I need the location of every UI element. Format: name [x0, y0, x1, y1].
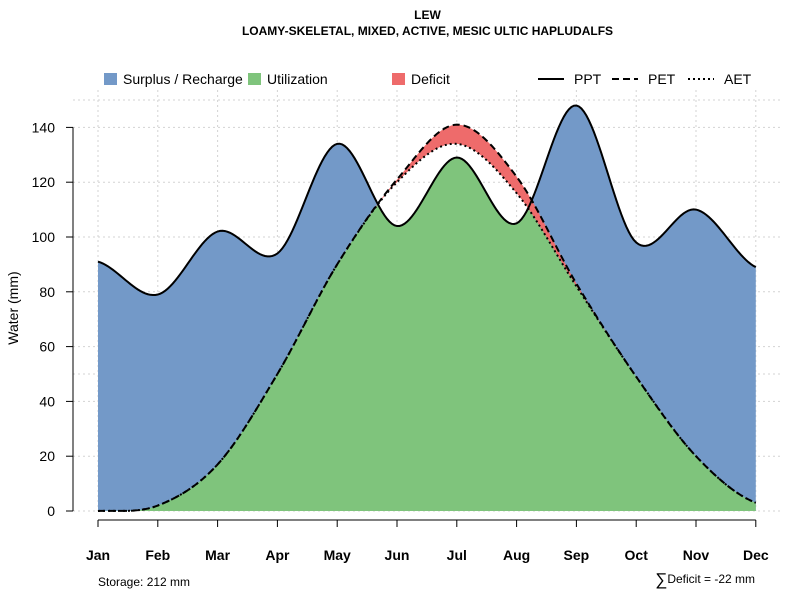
legend-label-aet: AET: [724, 71, 752, 87]
x-tick-label: Jul: [447, 547, 467, 563]
legend-label-surplus: Surplus / Recharge: [123, 71, 243, 87]
legend-swatch-surplus: [104, 73, 117, 85]
y-tick-label: 60: [39, 339, 55, 355]
x-tick-label: Jun: [385, 547, 410, 563]
y-axis-label: Water (mm): [5, 271, 21, 345]
chart-axes: 0 20 40 60 80 100 120 140 Jan Feb Mar Apr May Jun Jul A…: [32, 119, 769, 563]
chart-lines: [97, 104, 757, 512]
y-tick-label: 0: [47, 503, 55, 519]
x-tick-label: Aug: [503, 547, 530, 563]
chart-subtitle: LOAMY-SKELETAL, MIXED, ACTIVE, MESIC ULT…: [241, 24, 614, 38]
deficit-note: ∑Deficit = -22 mm: [655, 570, 755, 590]
x-tick-label: Apr: [265, 547, 290, 563]
y-tick-label: 120: [32, 174, 56, 190]
legend-label-ppt: PPT: [574, 71, 602, 87]
y-tick-label: 40: [39, 393, 55, 409]
x-tick-label: Sep: [564, 547, 590, 563]
area-utilization: [98, 157, 756, 512]
legend-label-pet: PET: [648, 71, 676, 87]
x-tick-label: May: [324, 547, 351, 563]
deficit-text: Deficit = -22 mm: [667, 572, 755, 586]
x-tick-label: Feb: [145, 547, 170, 563]
x-tick-label: Jan: [86, 547, 110, 563]
legend-label-utilization: Utilization: [267, 71, 328, 87]
series-line-ppt: [97, 104, 757, 297]
y-tick-label: 20: [39, 448, 55, 464]
y-tick-label: 140: [32, 119, 56, 135]
series-line-pet: [97, 123, 757, 512]
x-tick-label: Oct: [625, 547, 649, 563]
x-tick-label: Dec: [743, 547, 769, 563]
storage-note: Storage: 212 mm: [98, 575, 191, 589]
chart-areas: [98, 105, 756, 512]
sigma-icon: ∑: [655, 570, 668, 589]
y-tick-label: 100: [32, 229, 56, 245]
legend-swatch-utilization: [248, 73, 261, 85]
legend-swatch-deficit: [392, 73, 405, 85]
x-tick-label: Mar: [205, 547, 230, 563]
x-tick-label: Nov: [683, 547, 710, 563]
legend-label-deficit: Deficit: [411, 71, 450, 87]
chart-title: LEW: [414, 8, 441, 22]
y-tick-label: 80: [39, 284, 55, 300]
